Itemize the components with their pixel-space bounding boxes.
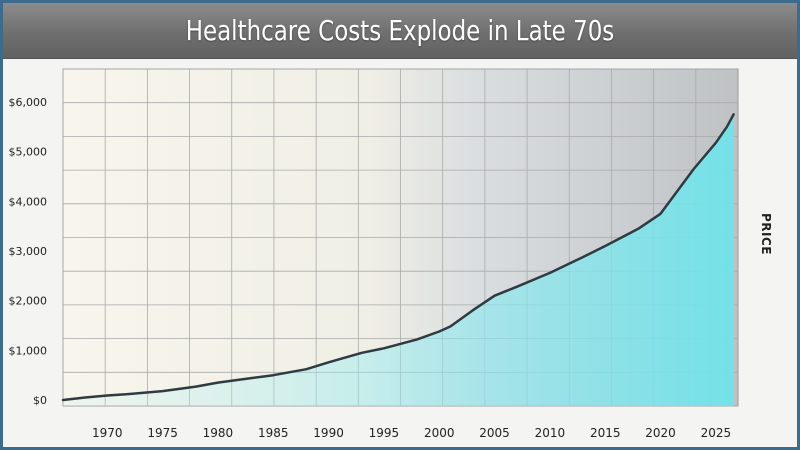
- x-tick-label: 2005: [479, 426, 510, 440]
- x-tick-label: 1995: [369, 426, 400, 440]
- area-fill: [63, 114, 734, 407]
- x-tick-label: 1985: [258, 426, 289, 440]
- y-tick-label: $5,000: [9, 146, 48, 159]
- x-tick-label: 2020: [645, 426, 676, 440]
- chart-title: Healthcare Costs Explode in Late 70s: [185, 14, 615, 47]
- y-tick-label: $2,000: [9, 295, 48, 308]
- x-axis-ticks: 1970 1975 1980 1985 1990 1995 2000 2005 2010 2015…: [92, 426, 731, 440]
- y-tick-label: $0: [33, 394, 47, 407]
- y-tick-label: $3,000: [9, 245, 48, 258]
- y-axis-ticks: $0 $1,000 $2,000 $3,000 $4,000 $5,000 $6,000: [9, 96, 48, 407]
- y-tick-label: $1,000: [9, 344, 48, 357]
- x-tick-label: 2015: [590, 426, 621, 440]
- price-line: [61, 113, 735, 402]
- x-tick-label: 1990: [313, 426, 344, 440]
- y-tick-label: $4,000: [9, 195, 48, 208]
- x-tick-label: 1980: [203, 426, 234, 440]
- x-tick-label: 1975: [147, 426, 178, 440]
- x-tick-label: 1970: [92, 426, 123, 440]
- title-bar: Healthcare Costs Explode in Late 70s: [3, 3, 797, 59]
- y-axis-label: PRICE: [759, 212, 773, 256]
- x-tick-label: 2025: [701, 426, 732, 440]
- x-tick-label: 2000: [424, 426, 455, 440]
- x-tick-label: 2010: [535, 426, 566, 440]
- y-tick-label: $6,000: [9, 96, 48, 109]
